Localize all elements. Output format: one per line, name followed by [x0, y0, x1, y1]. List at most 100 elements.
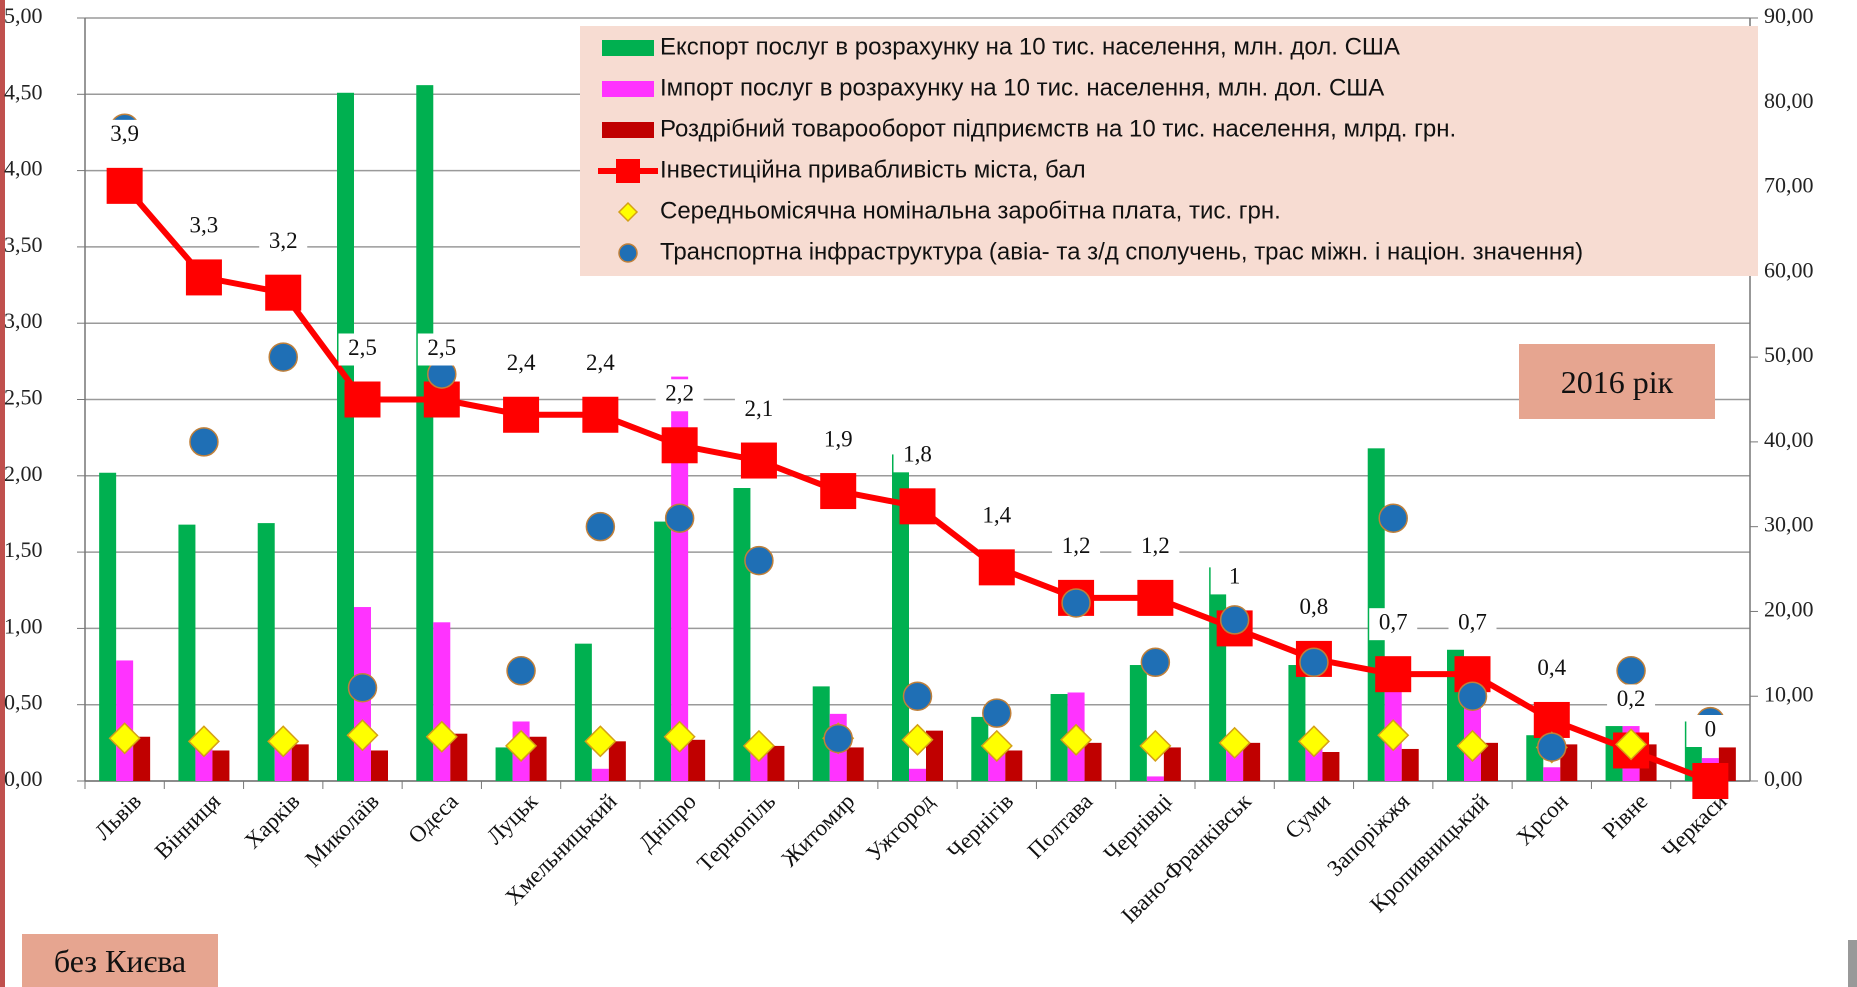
data-label: 0,8: [1300, 594, 1329, 619]
data-label: 0,7: [1379, 609, 1408, 634]
y-tick-label: 2,50: [4, 385, 43, 410]
bar: [257, 523, 275, 781]
y-tick-label: 0,50: [4, 690, 43, 715]
circle-marker: [1378, 503, 1408, 533]
data-label-bg: [1210, 562, 1259, 595]
bar: [195, 747, 213, 781]
bar: [133, 736, 151, 781]
data-label: 1,4: [982, 503, 1011, 528]
bar: [926, 730, 943, 781]
y-tick-label: 1,50: [4, 537, 43, 562]
data-label-bg: [576, 348, 625, 381]
bar: [291, 744, 309, 781]
x-tick-label: Ужгород: [861, 788, 939, 866]
bar: [99, 472, 117, 781]
y-tick-label: 3,50: [4, 232, 43, 257]
data-label: 1,8: [903, 442, 932, 467]
data-label-bg: [1289, 592, 1338, 625]
right-edge: [1848, 940, 1857, 987]
diamond-marker: [1456, 729, 1489, 762]
y2-tick-label: 90,00: [1764, 3, 1814, 28]
data-label: 3,9: [110, 121, 139, 146]
bar: [495, 747, 513, 781]
x-tick-label: Луцьк: [482, 788, 543, 849]
data-label-bg: [179, 211, 228, 244]
data-label-bg: [814, 425, 863, 458]
data-label-bg: [893, 440, 942, 473]
x-tick-label: Одеса: [403, 789, 463, 849]
data-label-bg: [417, 333, 466, 366]
bar: [1322, 752, 1340, 781]
legend-swatch: [602, 40, 654, 56]
circle-marker: [189, 427, 219, 457]
y-tick-label: 3,00: [4, 308, 43, 333]
diamond-marker: [1297, 725, 1330, 758]
diamond-marker: [1218, 726, 1251, 759]
bar: [212, 750, 230, 781]
circle-marker: [347, 672, 378, 703]
bar: [1209, 567, 1227, 781]
data-label: 1: [1229, 564, 1241, 589]
legend-label: Експорт послуг в розрахунку на 10 тис. н…: [660, 33, 1400, 60]
annotation-box: [22, 934, 218, 987]
data-label-bg: [100, 119, 149, 152]
bar: [733, 488, 751, 781]
data-label: 1,2: [1141, 533, 1170, 558]
circle-marker: [585, 511, 616, 542]
data-label-bg: [497, 348, 546, 381]
circle-marker: [664, 503, 695, 533]
y-tick-label: 4,50: [4, 79, 43, 104]
data-label-bg: [1448, 608, 1497, 641]
bar: [971, 716, 989, 781]
diamond-marker: [505, 729, 538, 762]
diamond-marker: [1139, 729, 1172, 762]
legend-label: Імпорт послуг в розрахунку на 10 тис. на…: [660, 74, 1384, 101]
circle-marker: [268, 342, 298, 372]
bar: [274, 744, 292, 781]
x-tick-label: Черкаси: [1657, 789, 1731, 863]
data-label: 2,1: [745, 396, 774, 421]
bar: [1050, 694, 1068, 781]
y2-tick-label: 40,00: [1764, 427, 1814, 452]
y2-tick-label: 10,00: [1764, 681, 1814, 706]
line-marker: [344, 381, 381, 418]
circle-marker: [1061, 588, 1091, 618]
legend-swatch: [602, 122, 654, 138]
data-label: 1,2: [1062, 533, 1091, 558]
x-tick-label: Чернівці: [1099, 789, 1177, 867]
line-marker: [661, 427, 698, 464]
y2-tick-label: 50,00: [1764, 342, 1814, 367]
data-label-bg: [655, 379, 704, 412]
annotation: без Києва: [54, 943, 186, 979]
data-label-bg: [1052, 531, 1101, 564]
bar: [812, 686, 830, 781]
x-tick-label: Рівне: [1597, 789, 1652, 844]
bar: [591, 768, 609, 781]
y2-tick-label: 0,00: [1764, 766, 1803, 791]
legend-label: Інвестиційна привабливість міста, бал: [660, 156, 1086, 183]
line-marker: [185, 259, 222, 296]
diamond-marker: [980, 729, 1013, 762]
diamond-marker: [425, 720, 458, 753]
x-tick-label: Вінниця: [150, 788, 226, 864]
line-marker: [582, 396, 619, 433]
data-label: 0: [1705, 716, 1717, 741]
bar: [1401, 748, 1419, 781]
data-label: 0,2: [1617, 686, 1646, 711]
data-label: 0,4: [1537, 655, 1566, 680]
bar: [1543, 767, 1561, 781]
data-label-bg: [1369, 608, 1418, 641]
bar: [671, 376, 689, 781]
data-label: 0,7: [1458, 609, 1487, 634]
annotation: 2016 рік: [1561, 364, 1674, 400]
diamond-marker: [187, 725, 220, 758]
circle-marker: [506, 656, 536, 686]
diamond-marker: [1060, 723, 1093, 756]
line-marker: [1137, 579, 1174, 616]
diamond-marker: [901, 723, 934, 756]
circle-marker: [1457, 681, 1488, 711]
legend-label: Середньомісячна номінальна заробітна пла…: [660, 197, 1281, 224]
circle-marker: [744, 545, 774, 576]
diamond-marker: [663, 720, 696, 753]
circle-marker: [982, 698, 1012, 728]
